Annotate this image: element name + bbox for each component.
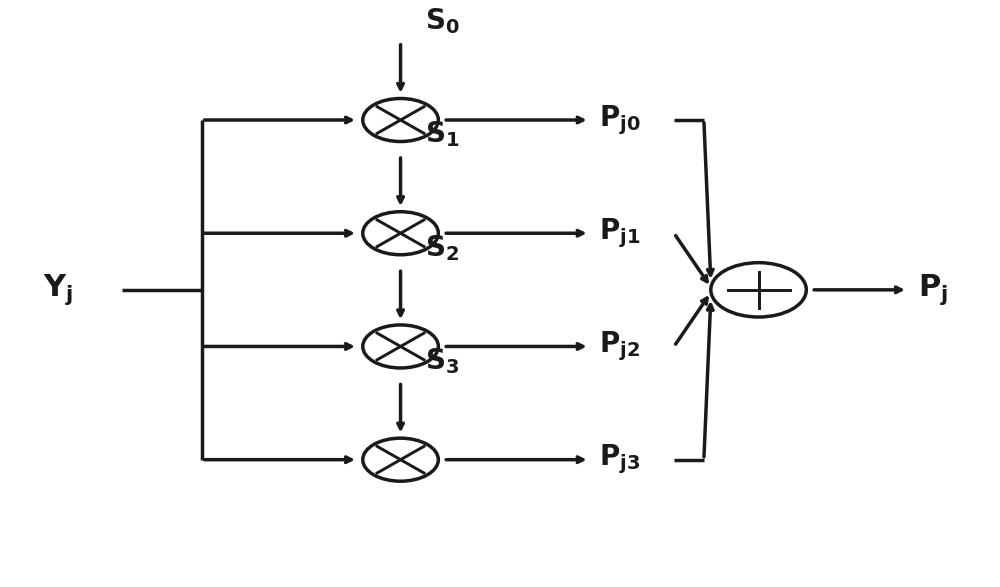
Text: $\mathbf{P_{j2}}$: $\mathbf{P_{j2}}$ bbox=[599, 330, 641, 363]
Text: $\mathbf{S_0}$: $\mathbf{S_0}$ bbox=[425, 6, 460, 36]
Text: $\mathbf{P_{j3}}$: $\mathbf{P_{j3}}$ bbox=[599, 443, 641, 477]
Text: $\mathbf{S_3}$: $\mathbf{S_3}$ bbox=[425, 346, 460, 376]
Text: $\mathbf{S_2}$: $\mathbf{S_2}$ bbox=[425, 233, 460, 262]
Text: $\mathbf{P_{j0}}$: $\mathbf{P_{j0}}$ bbox=[599, 103, 641, 137]
Text: $\mathbf{P_{j1}}$: $\mathbf{P_{j1}}$ bbox=[599, 217, 641, 250]
Text: $\mathbf{S_1}$: $\mathbf{S_1}$ bbox=[425, 120, 460, 150]
Text: $\mathbf{P_j}$: $\mathbf{P_j}$ bbox=[918, 272, 948, 308]
Text: $\mathbf{Y_j}$: $\mathbf{Y_j}$ bbox=[43, 272, 73, 308]
